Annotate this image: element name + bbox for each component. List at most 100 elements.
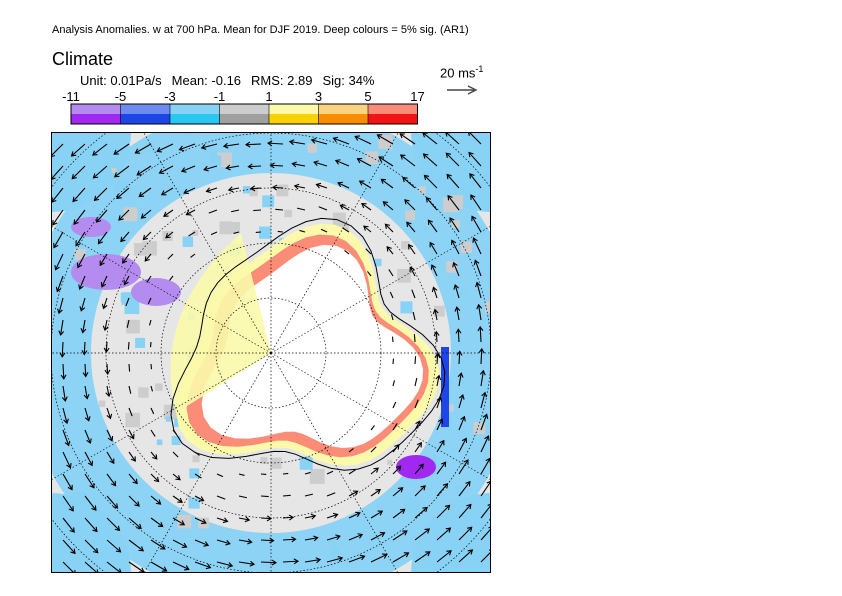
wind-vector <box>436 375 440 387</box>
wind-vector <box>194 451 200 456</box>
wind-vector-head <box>102 325 109 332</box>
wind-vector-head <box>337 181 343 188</box>
wind-vector <box>253 209 262 212</box>
wind-vector-head <box>157 521 164 528</box>
wind-vector <box>272 186 284 189</box>
wind-vector-head <box>79 306 86 312</box>
wind-vector-head <box>454 306 461 312</box>
wind-vector-head <box>479 369 486 376</box>
anomaly-cell <box>446 404 454 412</box>
wind-vector <box>390 314 394 321</box>
wind-vector <box>473 237 482 255</box>
wind-vector <box>367 271 372 277</box>
wind-vector-head <box>113 149 119 155</box>
wind-vector-head <box>144 256 150 262</box>
wind-vector <box>392 423 398 431</box>
wind-vector <box>333 137 350 145</box>
wind-vector-head <box>76 262 83 269</box>
wind-vector <box>172 539 187 548</box>
wind-vector <box>480 392 486 409</box>
wind-vector <box>434 309 438 321</box>
wind-vector <box>260 517 272 520</box>
wind-vector <box>206 187 218 192</box>
wind-vector <box>113 143 130 155</box>
wind-vector <box>458 504 472 519</box>
wind-vector <box>408 244 416 255</box>
wind-vector-head <box>449 217 455 223</box>
wind-vector-head <box>95 217 102 223</box>
colorbar: -11 -5 -3 -1 1 3 5 17 <box>62 89 425 125</box>
wind-vector <box>84 561 99 573</box>
wind-vector <box>84 407 90 421</box>
wind-vector <box>161 187 174 196</box>
wind-vector <box>282 494 291 497</box>
wind-vector-head <box>384 223 391 230</box>
wind-vector-head <box>269 537 275 544</box>
wind-vector-head <box>86 438 92 445</box>
wind-vector-head <box>155 499 162 505</box>
anomaly-cell <box>401 241 410 250</box>
wind-vector <box>194 495 204 502</box>
anomaly-cell <box>460 241 473 254</box>
wind-vector-head <box>432 308 439 315</box>
wind-vector-head <box>184 565 190 571</box>
wind-vector <box>370 425 375 431</box>
anomaly-cell <box>374 258 382 267</box>
wind-vector <box>326 470 334 475</box>
wind-vector-head <box>244 516 251 523</box>
wind-vector-head <box>153 476 160 483</box>
wind-vector <box>233 231 240 234</box>
ocean-anomaly-patch <box>51 132 131 212</box>
wind-vector <box>313 161 328 167</box>
wind-vector <box>304 493 314 497</box>
wind-vector <box>436 483 448 497</box>
wind-vector-head <box>360 203 367 209</box>
wind-vector <box>426 197 438 211</box>
wind-vector-head <box>332 512 339 519</box>
anomaly-cell <box>98 400 106 407</box>
wind-vector-head <box>92 150 98 156</box>
wind-vector <box>340 204 350 211</box>
wind-vector-head <box>132 478 138 485</box>
wind-vector <box>458 438 467 453</box>
wind-vector-head <box>310 138 317 144</box>
wind-vector-head <box>134 501 140 507</box>
wind-vector-head <box>60 374 67 380</box>
wind-vector-head <box>69 527 75 533</box>
wind-vector <box>106 407 112 419</box>
mean-text: Mean: -0.16 <box>171 73 242 88</box>
wind-vector-head <box>420 485 426 491</box>
wind-vector <box>62 451 71 468</box>
negative-anomaly-patch <box>71 217 111 237</box>
anomaly-cell <box>418 186 426 194</box>
wind-vector-head <box>227 186 234 193</box>
wind-vector-head <box>227 562 234 568</box>
wind-vector <box>210 231 218 236</box>
wind-vector-head <box>435 374 442 381</box>
wind-vector <box>370 446 377 453</box>
wind-vector <box>92 143 108 156</box>
wind-vector <box>454 284 460 299</box>
wind-vector <box>474 260 482 277</box>
wind-vector-head <box>375 489 382 495</box>
wind-vector-head <box>437 418 444 424</box>
wind-vector <box>399 133 416 145</box>
wind-vector-head <box>53 242 59 249</box>
wind-vector-head <box>82 372 89 378</box>
wind-vector <box>128 495 140 507</box>
wind-vector <box>94 187 108 201</box>
anomaly-cell <box>284 209 292 218</box>
wind-vector <box>451 240 460 255</box>
wind-vector <box>181 165 196 172</box>
wind-vector-head <box>201 518 207 525</box>
header-title: Analysis Anomalies. w at 700 hPa. Mean f… <box>52 24 469 36</box>
colorbar-light-swatch <box>170 104 220 114</box>
wind-vector-head <box>408 243 414 250</box>
wind-vector <box>62 495 74 512</box>
wind-vector <box>62 363 65 379</box>
wind-vector-head <box>397 487 404 493</box>
wind-vector-head <box>158 168 165 174</box>
wind-vector <box>392 530 408 541</box>
wind-vector-head <box>116 193 122 200</box>
wind-vector <box>304 471 311 475</box>
